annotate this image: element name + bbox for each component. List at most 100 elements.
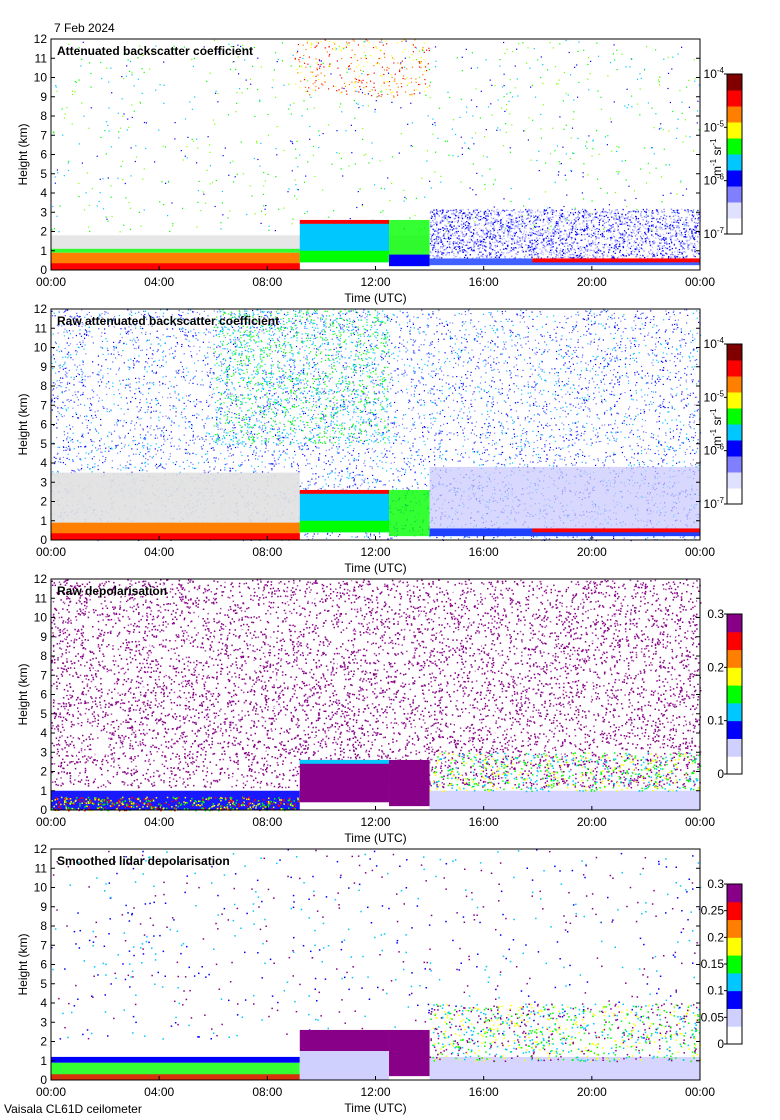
speckle-pixel [468, 219, 469, 220]
speckle-pixel [309, 323, 310, 324]
speckle-pixel [480, 343, 481, 344]
speckle-pixel [72, 470, 73, 471]
speckle-pixel [616, 438, 617, 439]
speckle-pixel [319, 59, 320, 60]
speckle-pixel [265, 181, 266, 182]
speckle-pixel [536, 234, 537, 235]
speckle-pixel [529, 221, 530, 222]
speckle-pixel [299, 87, 300, 88]
speckle-pixel [439, 232, 440, 233]
speckle-pixel [447, 92, 448, 93]
speckle-pixel [539, 215, 540, 216]
speckle-pixel [104, 311, 105, 312]
speckle-pixel [656, 219, 657, 220]
speckle-pixel [582, 192, 583, 193]
speckle-pixel [592, 219, 593, 220]
speckle-pixel [497, 230, 498, 231]
speckle-pixel [442, 227, 443, 228]
speckle-pixel [614, 215, 615, 216]
speckle-pixel [631, 106, 632, 107]
speckle-pixel [282, 60, 283, 61]
speckle-pixel [494, 226, 495, 227]
speckle-pixel [527, 416, 528, 417]
speckle-pixel [363, 41, 364, 42]
speckle-pixel [471, 250, 472, 251]
speckle-pixel [175, 122, 176, 123]
speckle-pixel [164, 435, 165, 436]
speckle-pixel [679, 241, 680, 242]
y-tick-label: 10 [34, 71, 48, 85]
speckle-pixel [269, 226, 270, 227]
speckle-pixel [510, 79, 511, 80]
speckle-pixel [504, 256, 505, 257]
speckle-pixel [297, 52, 298, 53]
speckle-pixel [493, 222, 494, 223]
speckle-pixel [522, 226, 523, 227]
speckle-pixel [575, 226, 576, 227]
speckle-pixel [653, 240, 654, 241]
speckle-pixel [561, 242, 562, 243]
speckle-pixel [618, 256, 619, 257]
speckle-pixel [429, 85, 430, 86]
speckle-pixel [557, 145, 558, 146]
speckle-pixel [481, 91, 482, 92]
speckle-pixel [437, 253, 438, 254]
speckle-pixel [597, 91, 598, 92]
speckle-pixel [660, 128, 661, 129]
speckle-pixel [53, 382, 54, 383]
speckle-pixel [342, 48, 343, 49]
speckle-pixel [685, 252, 686, 253]
speckle-pixel [73, 461, 74, 462]
speckle-pixel [391, 183, 392, 184]
speckle-pixel [447, 141, 448, 142]
speckle-pixel [487, 215, 488, 216]
speckle-pixel [496, 219, 497, 220]
speckle-pixel [504, 243, 505, 244]
speckle-pixel [555, 256, 556, 257]
speckle-pixel [626, 206, 627, 207]
speckle-pixel [462, 218, 463, 219]
speckle-pixel [63, 332, 64, 333]
speckle-pixel [572, 229, 573, 230]
speckle-pixel [680, 235, 681, 236]
speckle-pixel [579, 217, 580, 218]
speckle-pixel [351, 57, 352, 58]
speckle-pixel [490, 80, 491, 81]
speckle-pixel [252, 66, 253, 67]
speckle-pixel [342, 175, 343, 176]
speckle-pixel [165, 468, 166, 469]
speckle-pixel [192, 467, 193, 468]
speckle-pixel [560, 254, 561, 255]
speckle-pixel [404, 67, 405, 68]
speckle-pixel [495, 179, 496, 180]
speckle-pixel [348, 478, 349, 479]
speckle-pixel [117, 424, 118, 425]
speckle-pixel [85, 379, 86, 380]
speckle-pixel [645, 318, 646, 319]
speckle-pixel [659, 81, 660, 82]
speckle-pixel [580, 210, 581, 211]
speckle-pixel [260, 354, 261, 355]
speckle-pixel [355, 87, 356, 88]
speckle-pixel [610, 237, 611, 238]
speckle-pixel [684, 210, 685, 211]
speckle-pixel [616, 213, 617, 214]
speckle-pixel [430, 210, 431, 211]
speckle-pixel [364, 94, 365, 95]
speckle-pixel [693, 150, 694, 151]
speckle-pixel [439, 252, 440, 253]
speckle-pixel [373, 87, 374, 88]
speckle-pixel [548, 224, 549, 225]
speckle-pixel [451, 227, 452, 228]
speckle-pixel [368, 105, 369, 106]
speckle-pixel [555, 182, 556, 183]
speckle-pixel [655, 49, 656, 50]
speckle-pixel [560, 235, 561, 236]
speckle-pixel [445, 255, 446, 256]
speckle-pixel [622, 161, 623, 162]
speckle-pixel [100, 179, 101, 180]
speckle-pixel [670, 239, 671, 240]
speckle-pixel [386, 43, 387, 44]
speckle-pixel [662, 238, 663, 239]
speckle-pixel [355, 81, 356, 82]
